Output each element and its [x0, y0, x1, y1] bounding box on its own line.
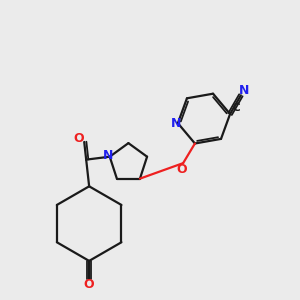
Text: N: N — [103, 149, 113, 162]
Text: N: N — [171, 117, 181, 130]
Text: O: O — [84, 278, 94, 291]
Text: N: N — [238, 84, 249, 97]
Text: O: O — [177, 163, 188, 176]
Text: O: O — [73, 131, 84, 145]
Text: C: C — [232, 103, 240, 112]
